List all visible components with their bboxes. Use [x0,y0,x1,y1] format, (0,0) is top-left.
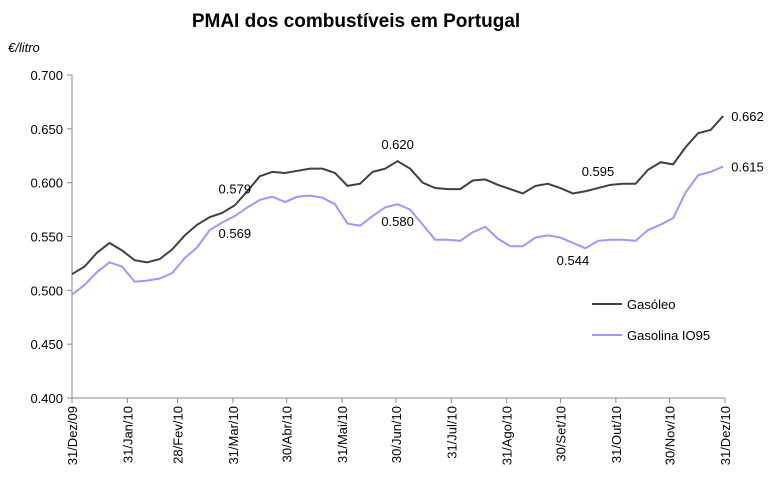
x-tick-label: 28/Fev/10 [171,406,186,464]
y-tick-label: 0.700 [30,68,63,83]
x-tick-label: 30/Abr/10 [280,406,295,462]
y-tick-label: 0.550 [30,230,63,245]
x-tick-label: 31/Mar/10 [226,406,241,465]
x-tick-label: 31/Ago/10 [500,406,515,465]
x-tick-label: 31/Dez/09 [65,406,80,465]
y-tick-label: 0.400 [30,391,63,406]
x-tick-label: 31/Dez/10 [718,406,733,465]
series-line [71,115,724,276]
x-tick-label: 30/Jun/10 [389,406,404,463]
data-label: 0.595 [582,164,615,179]
x-tick-label: 30/Set/10 [553,406,568,462]
x-tick-label: 31/Mai/10 [335,406,350,463]
data-label: 0.544 [557,253,590,268]
x-tick-label: 30/Nov/10 [663,406,678,465]
data-label: 0.569 [219,226,252,241]
legend-label: Gasolina IO95 [627,328,710,343]
x-tick-label: 31/Jan/10 [120,406,135,463]
data-label: 0.580 [381,214,414,229]
chart-title: PMAI dos combustíveis em Portugal [192,11,520,32]
y-tick-label: 0.650 [30,122,63,137]
x-tick-label: 31/Jul/10 [444,406,459,459]
series-line [71,165,724,296]
legend-label: Gasóleo [627,297,675,312]
data-label: 0.579 [219,181,252,196]
data-label: 0.620 [381,137,414,152]
x-tick-label: 31/Out/10 [609,406,624,463]
y-axis-label: €/litro [8,40,40,55]
data-label: 0.662 [731,109,764,124]
y-tick-label: 0.500 [30,283,63,298]
data-label: 0.615 [731,160,764,175]
y-tick-label: 0.600 [30,176,63,191]
y-tick-label: 0.450 [30,337,63,352]
